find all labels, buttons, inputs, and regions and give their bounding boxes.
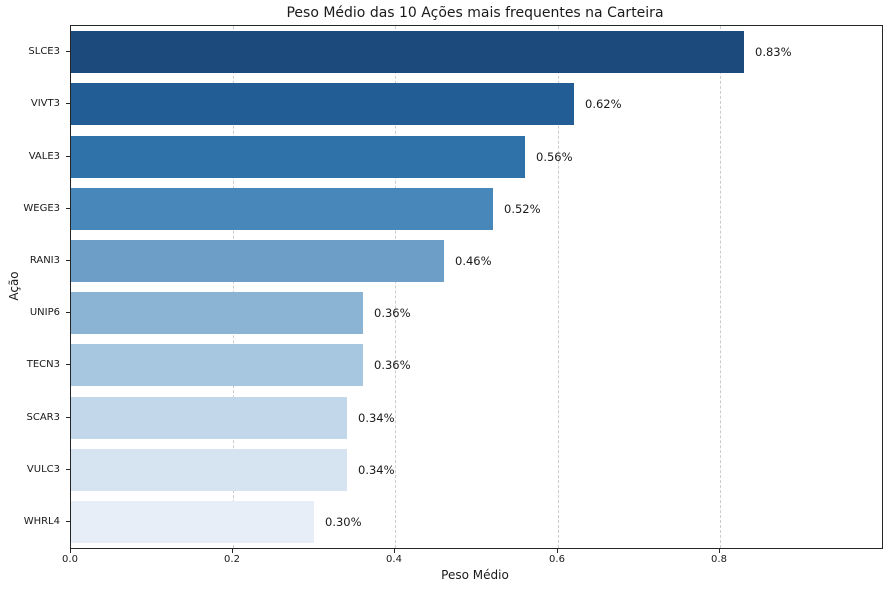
y-tick-mark: [66, 260, 70, 261]
y-tick-label-SLCE3: SLCE3: [28, 46, 60, 57]
y-tick-label-WHRL4: WHRL4: [23, 516, 60, 527]
x-axis-label: Peso Médio: [441, 568, 509, 582]
bar-value-label-WHRL4: 0.30%: [325, 515, 362, 529]
y-tick-mark: [66, 364, 70, 365]
y-tick-mark: [66, 208, 70, 209]
y-tick-mark: [66, 51, 70, 52]
bar-UNIP6: [71, 292, 363, 334]
bar-value-label-VULC3: 0.34%: [358, 463, 395, 477]
x-tick-label-0.6: 0.6: [549, 554, 565, 565]
gridline-x-0.8: [719, 26, 721, 548]
x-tick-label-0.0: 0.0: [62, 554, 78, 565]
bar-VULC3: [71, 449, 347, 491]
x-tick-mark-0.6: [557, 549, 558, 553]
gridline-x-0.4: [395, 26, 397, 548]
bar-value-label-TECN3: 0.36%: [374, 358, 411, 372]
bar-value-label-SLCE3: 0.83%: [755, 45, 792, 59]
bar-value-label-UNIP6: 0.36%: [374, 306, 411, 320]
gridline-x-0.6: [557, 26, 559, 548]
y-tick-mark: [66, 312, 70, 313]
bar-VIVT3: [71, 83, 574, 125]
bar-value-label-VIVT3: 0.62%: [585, 97, 622, 111]
y-tick-label-TECN3: TECN3: [26, 359, 60, 370]
y-tick-mark: [66, 521, 70, 522]
y-tick-mark: [66, 156, 70, 157]
bar-SLCE3: [71, 31, 744, 73]
y-tick-label-SCAR3: SCAR3: [26, 412, 60, 423]
x-tick-label-0.2: 0.2: [224, 554, 240, 565]
y-tick-label-UNIP6: UNIP6: [29, 307, 60, 318]
gridline-x-0.2: [233, 26, 235, 548]
bar-RANI3: [71, 240, 444, 282]
y-axis-label: Ação: [7, 271, 21, 301]
y-tick-mark: [66, 103, 70, 104]
y-tick-label-RANI3: RANI3: [29, 255, 60, 266]
y-tick-label-VULC3: VULC3: [26, 464, 60, 475]
x-tick-label-0.8: 0.8: [711, 554, 727, 565]
y-tick-label-VALE3: VALE3: [28, 151, 60, 162]
x-tick-mark-0.2: [232, 549, 233, 553]
x-tick-mark-0.8: [719, 549, 720, 553]
bar-TECN3: [71, 344, 363, 386]
bar-value-label-RANI3: 0.46%: [455, 254, 492, 268]
bar-value-label-VALE3: 0.56%: [536, 150, 573, 164]
bar-value-label-WEGE3: 0.52%: [504, 202, 541, 216]
bar-WHRL4: [71, 501, 314, 543]
y-tick-label-VIVT3: VIVT3: [30, 98, 60, 109]
x-tick-mark-0.4: [394, 549, 395, 553]
x-tick-mark-0.0: [70, 549, 71, 553]
y-tick-mark: [66, 417, 70, 418]
bar-VALE3: [71, 136, 525, 178]
x-tick-label-0.4: 0.4: [386, 554, 402, 565]
y-tick-label-WEGE3: WEGE3: [23, 203, 60, 214]
bar-value-label-SCAR3: 0.34%: [358, 411, 395, 425]
chart-title: Peso Médio das 10 Ações mais frequentes …: [286, 5, 664, 21]
bar-WEGE3: [71, 188, 493, 230]
bar-SCAR3: [71, 397, 347, 439]
y-tick-mark: [66, 469, 70, 470]
plot-area: 0.83% 0.62% 0.56% 0.52% 0.46% 0.36% 0.36% 0.34%…: [70, 25, 883, 549]
